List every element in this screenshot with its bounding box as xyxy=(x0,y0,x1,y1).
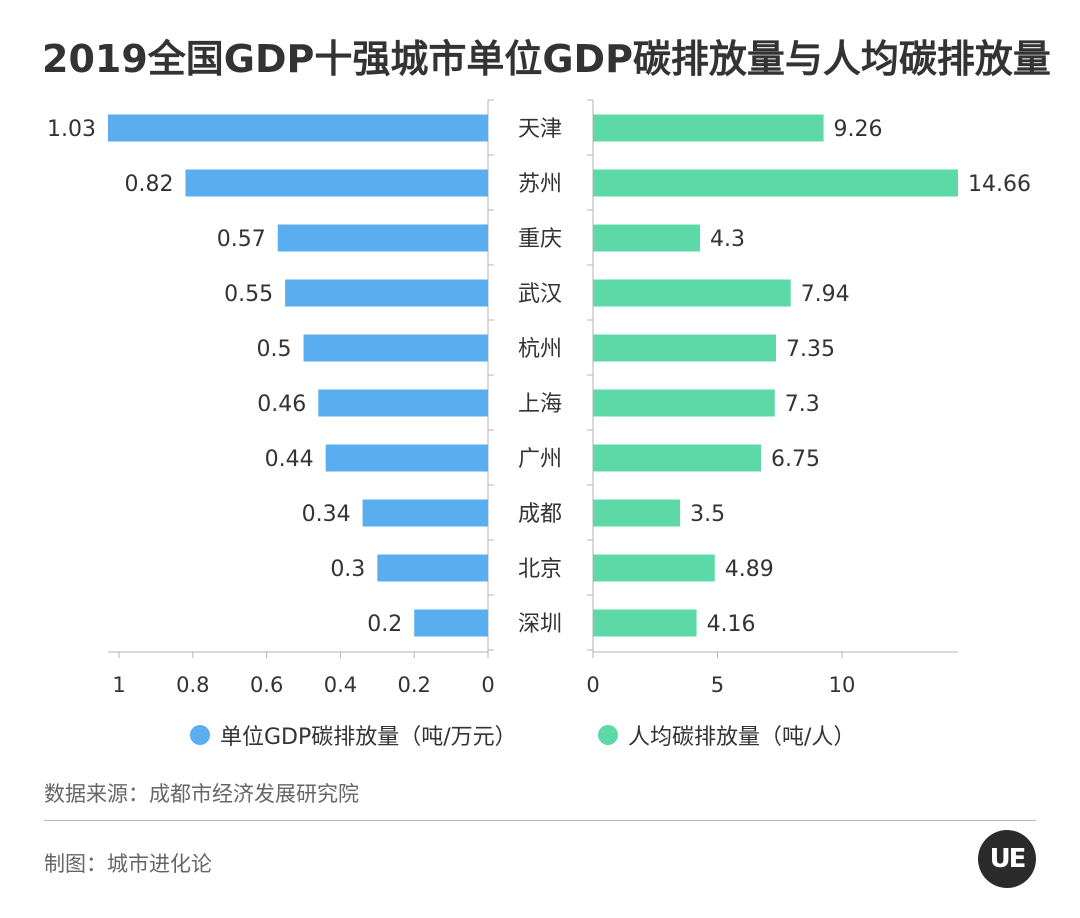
left-bar xyxy=(318,389,488,417)
right-value-label: 14.66 xyxy=(968,172,1031,197)
category-label: 成都 xyxy=(518,502,562,527)
left-bar xyxy=(362,499,488,527)
category-label: 天津 xyxy=(518,117,562,142)
right-value-label: 4.16 xyxy=(707,612,756,637)
right-bar xyxy=(593,224,701,252)
left-tick-label: 0.4 xyxy=(324,673,357,697)
right-value-label: 7.94 xyxy=(801,282,850,307)
legend-left-swatch xyxy=(190,725,210,745)
right-tick-label: 0 xyxy=(586,673,599,697)
right-bar xyxy=(593,334,776,362)
right-value-label: 4.89 xyxy=(725,557,774,582)
legend-right: 人均碳排放量（吨/人） xyxy=(598,720,855,750)
left-value-label: 1.03 xyxy=(47,117,96,142)
legend-right-label: 人均碳排放量（吨/人） xyxy=(628,725,856,750)
logo-text: UE xyxy=(989,844,1027,874)
category-label: 深圳 xyxy=(518,612,562,637)
left-bar xyxy=(277,224,488,252)
butterfly-bar-chart: 1 0.8 0.6 0.4 0.2 0 1.03 0.82 0.57 0.55 0.5 0.46 0.4… xyxy=(47,99,1031,697)
left-tick-label: 0.6 xyxy=(250,673,283,697)
left-value-label: 0.82 xyxy=(124,172,173,197)
left-tick-label: 0 xyxy=(481,673,494,697)
left-bar xyxy=(108,114,488,142)
right-value-label: 3.5 xyxy=(690,502,725,527)
right-bar xyxy=(593,169,958,197)
left-bar xyxy=(414,609,488,637)
legend-left-label: 单位GDP碳排放量（吨/万元） xyxy=(220,725,517,750)
right-tick-label: 5 xyxy=(711,673,724,697)
left-value-label: 0.5 xyxy=(257,337,292,362)
left-bar xyxy=(285,279,488,307)
left-tick-label: 0.8 xyxy=(176,673,209,697)
left-value-label: 0.2 xyxy=(367,612,402,637)
right-bar xyxy=(593,499,681,527)
category-label: 苏州 xyxy=(518,172,562,197)
category-label: 上海 xyxy=(518,392,562,417)
ue-logo: UE xyxy=(978,830,1036,888)
left-value-label: 0.44 xyxy=(265,447,314,472)
right-value-label: 4.3 xyxy=(710,227,745,252)
category-label: 广州 xyxy=(518,447,562,472)
legend-left: 单位GDP碳排放量（吨/万元） xyxy=(190,720,517,750)
chart-title: 2019全国GDP十强城市单位GDP碳排放量与人均碳排放量 xyxy=(42,37,1051,81)
right-value-label: 9.26 xyxy=(834,117,883,142)
category-label: 武汉 xyxy=(518,282,562,307)
data-source: 数据来源：成都市经济发展研究院 xyxy=(44,782,359,806)
right-value-label: 6.75 xyxy=(771,447,820,472)
left-bar xyxy=(303,334,488,362)
left-value-label: 0.57 xyxy=(217,227,266,252)
right-bar xyxy=(593,389,775,417)
right-bar xyxy=(593,609,697,637)
legend-right-swatch xyxy=(598,725,618,745)
left-bar xyxy=(185,169,489,197)
right-tick-label: 10 xyxy=(829,673,856,697)
category-label: 杭州 xyxy=(518,337,562,362)
left-tick-label: 1 xyxy=(112,673,125,697)
left-value-label: 0.3 xyxy=(330,557,365,582)
category-label: 重庆 xyxy=(518,227,562,252)
right-value-label: 7.35 xyxy=(786,337,835,362)
left-bar xyxy=(325,444,488,472)
left-tick-label: 0.2 xyxy=(398,673,431,697)
right-bar xyxy=(593,444,762,472)
right-panel: 0 5 10 9.26 14.66 4.3 7.94 7.35 7.3 6.75 3.5 4.89 4.… xyxy=(586,99,1031,697)
left-value-label: 0.34 xyxy=(302,502,351,527)
right-bar xyxy=(593,114,824,142)
footer-divider xyxy=(44,820,1036,821)
left-value-label: 0.55 xyxy=(224,282,273,307)
left-panel: 1 0.8 0.6 0.4 0.2 0 1.03 0.82 0.57 0.55 0.5 0.46 0.4… xyxy=(47,99,495,697)
right-bar xyxy=(593,554,715,582)
left-value-label: 0.46 xyxy=(257,392,306,417)
chart-maker: 制图：城市进化论 xyxy=(44,852,212,876)
right-bar xyxy=(593,279,791,307)
category-label: 北京 xyxy=(518,557,562,582)
left-bar xyxy=(377,554,488,582)
right-value-label: 7.3 xyxy=(785,392,820,417)
